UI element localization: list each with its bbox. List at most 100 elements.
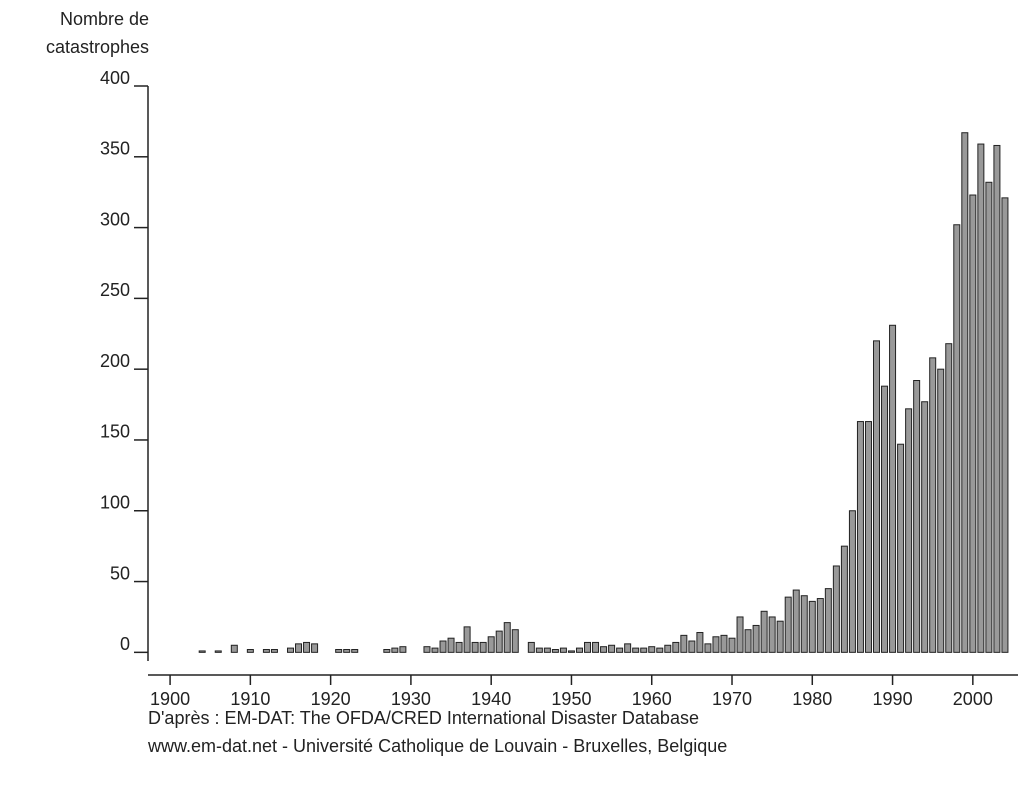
bar — [736, 616, 744, 653]
bar — [848, 510, 856, 653]
y-tick-label: 250 — [100, 280, 130, 300]
bar — [640, 647, 648, 653]
bar — [881, 385, 889, 653]
bar — [431, 647, 439, 653]
bar — [929, 357, 937, 653]
bar — [1001, 197, 1009, 653]
bar — [479, 641, 487, 653]
bar — [343, 649, 351, 653]
bar — [246, 649, 254, 653]
x-tick-label: 1980 — [792, 689, 832, 709]
y-tick-label: 0 — [120, 634, 130, 654]
x-tick-label: 1950 — [551, 689, 591, 709]
bar — [688, 640, 696, 653]
bar — [214, 650, 222, 653]
bar — [584, 641, 592, 653]
bar — [728, 637, 736, 653]
bar — [937, 368, 945, 653]
x-tick-label: 2000 — [953, 689, 993, 709]
bar — [945, 343, 953, 653]
x-tick-label: 1970 — [712, 689, 752, 709]
bar — [800, 595, 808, 653]
x-tick-label: 1920 — [311, 689, 351, 709]
bar — [953, 224, 961, 653]
bar — [230, 644, 238, 653]
bar — [921, 401, 929, 653]
bar — [487, 636, 495, 653]
bar — [792, 589, 800, 653]
bar — [391, 647, 399, 653]
bar — [447, 637, 455, 653]
bar — [897, 443, 905, 653]
bar — [303, 641, 311, 653]
y-tick-label: 200 — [100, 351, 130, 371]
bar — [286, 647, 294, 653]
source-note: www.em-dat.net - Université Catholique d… — [147, 736, 727, 756]
bar — [423, 646, 431, 653]
y-tick-label: 300 — [100, 209, 130, 229]
bar — [680, 634, 688, 653]
bar — [559, 647, 567, 653]
bar — [351, 649, 359, 653]
bar — [567, 650, 575, 653]
bar — [311, 643, 319, 653]
bar — [864, 421, 872, 653]
bar — [543, 647, 551, 653]
x-tick-label: 1930 — [391, 689, 431, 709]
bar — [616, 647, 624, 653]
bar — [832, 565, 840, 653]
x-tick-label: 1960 — [632, 689, 672, 709]
bar — [840, 545, 848, 653]
bar — [720, 634, 728, 653]
bar — [672, 641, 680, 653]
bar — [270, 649, 278, 653]
bar — [816, 598, 824, 653]
bar — [624, 643, 632, 653]
bar — [399, 646, 407, 653]
bar — [335, 649, 343, 653]
bar — [471, 641, 479, 653]
y-axis-label: Nombre de — [60, 9, 149, 29]
bar — [776, 620, 784, 653]
bar — [575, 647, 583, 653]
bar — [856, 421, 864, 653]
bar — [608, 644, 616, 653]
bar — [463, 626, 471, 653]
bar — [961, 132, 969, 653]
source-note: D'après : EM-DAT: The OFDA/CRED Internat… — [148, 708, 699, 728]
bar — [632, 647, 640, 653]
bar — [503, 622, 511, 653]
bar — [295, 643, 303, 653]
bar — [511, 629, 519, 653]
bar — [768, 616, 776, 653]
bar — [889, 324, 897, 653]
bar — [527, 641, 535, 653]
bar — [985, 181, 993, 653]
bar — [873, 340, 881, 653]
x-tick-label: 1990 — [873, 689, 913, 709]
bar — [664, 644, 672, 653]
bar — [656, 647, 664, 653]
bar — [824, 588, 832, 653]
x-tick-label: 1910 — [230, 689, 270, 709]
bar — [439, 640, 447, 653]
bar — [704, 643, 712, 653]
x-tick-label: 1900 — [150, 689, 190, 709]
bar — [808, 600, 816, 653]
bar — [198, 650, 206, 653]
bar — [648, 646, 656, 653]
bar — [712, 636, 720, 653]
x-tick-label: 1940 — [471, 689, 511, 709]
bar — [993, 144, 1001, 653]
bar — [262, 649, 270, 653]
y-axis-label: catastrophes — [46, 37, 149, 57]
bar — [535, 647, 543, 653]
y-tick-label: 100 — [100, 493, 130, 513]
bar — [600, 646, 608, 653]
bar — [744, 629, 752, 653]
bar — [551, 649, 559, 653]
bar — [455, 641, 463, 653]
bar — [969, 194, 977, 653]
bar — [696, 632, 704, 653]
